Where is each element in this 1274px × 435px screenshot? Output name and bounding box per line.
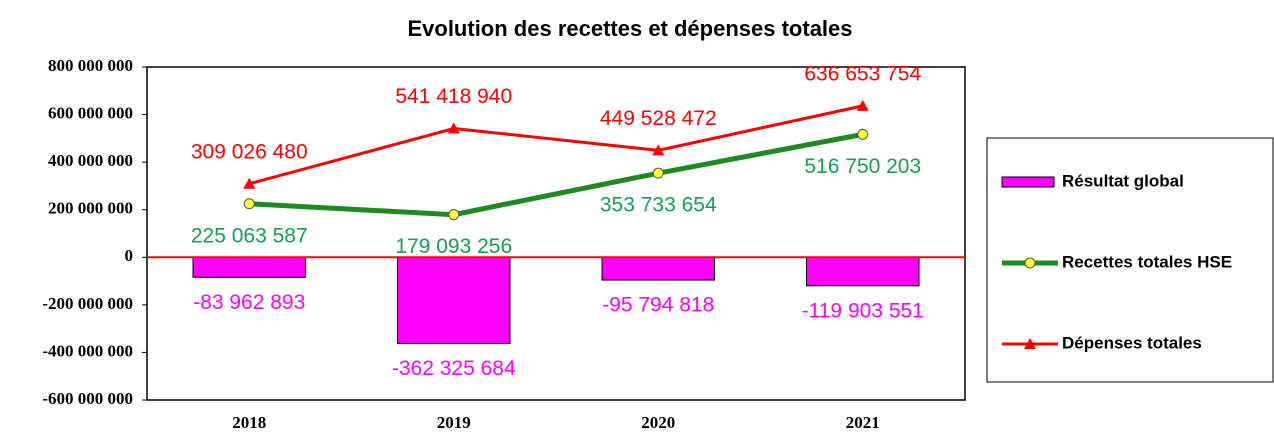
marker xyxy=(243,177,256,189)
data-label: -119 903 551 xyxy=(802,299,924,322)
marker xyxy=(448,209,460,221)
x-tick-label: 2018 xyxy=(232,413,266,432)
data-label: -362 325 684 xyxy=(392,357,516,380)
legend-label: Résultat global xyxy=(1062,171,1184,190)
bar xyxy=(192,256,306,278)
x-tick-label: 2021 xyxy=(846,413,880,432)
data-label: -95 794 818 xyxy=(602,294,714,317)
chart-title: Evolution des recettes et dépenses total… xyxy=(407,16,852,41)
marker xyxy=(243,198,255,210)
legend-marker xyxy=(1024,257,1036,269)
legend-label: Dépenses totales xyxy=(1062,333,1202,352)
y-tick-label: 400 000 000 xyxy=(48,151,133,170)
legend-label: Recettes totales HSE xyxy=(1062,252,1232,271)
line xyxy=(248,104,864,186)
marker xyxy=(447,122,460,134)
marker xyxy=(652,144,665,156)
data-label: -83 962 893 xyxy=(193,291,305,314)
plot-area xyxy=(146,66,966,401)
data-label: 179 093 256 xyxy=(395,235,512,258)
y-tick-label: -600 000 000 xyxy=(42,389,133,408)
y-tick-label: 200 000 000 xyxy=(48,199,133,218)
y-tick-label: -400 000 000 xyxy=(42,341,133,360)
y-tick-label: 800 000 000 xyxy=(48,56,133,75)
bar xyxy=(601,256,715,281)
x-tick-label: 2019 xyxy=(437,413,471,432)
data-label: 353 733 654 xyxy=(600,194,717,217)
bar xyxy=(397,256,511,344)
x-tick-label: 2020 xyxy=(641,413,675,432)
data-label: 541 418 940 xyxy=(395,85,512,108)
legend-marker xyxy=(1024,338,1036,349)
bar xyxy=(806,256,920,287)
line xyxy=(249,131,864,218)
data-label: 636 653 754 xyxy=(804,62,921,85)
marker xyxy=(652,167,664,179)
marker xyxy=(856,99,869,111)
data-label: 309 026 480 xyxy=(191,140,308,163)
y-tick-label: -200 000 000 xyxy=(42,294,133,313)
marker xyxy=(857,128,869,140)
data-label: 225 063 587 xyxy=(191,224,308,247)
data-label: 449 528 472 xyxy=(600,107,717,130)
data-label: 516 750 203 xyxy=(804,155,921,178)
y-tick-label: 600 000 000 xyxy=(48,103,133,122)
y-tick-label: 0 xyxy=(125,246,134,265)
legend-swatch xyxy=(1001,176,1055,188)
